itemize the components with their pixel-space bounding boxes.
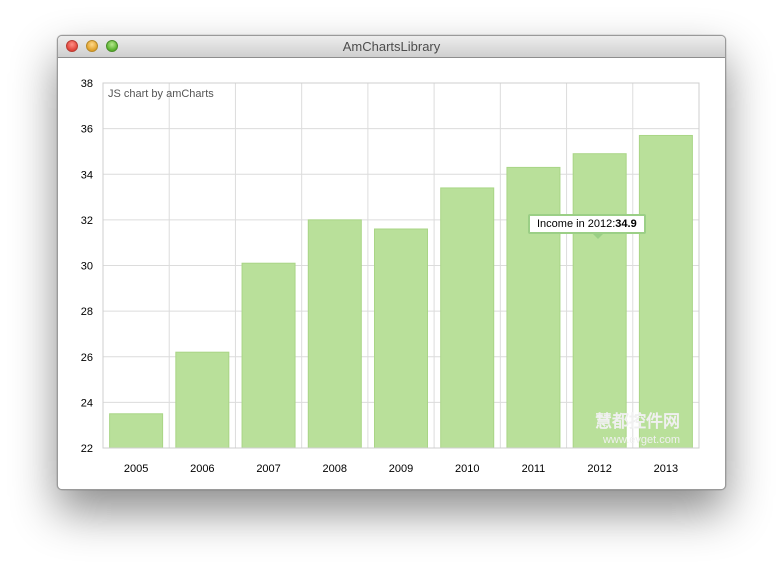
y-tick-label: 28 [81, 306, 93, 318]
x-tick-label: 2006 [190, 463, 214, 475]
plot-frame [102, 82, 700, 449]
chart-credit-link[interactable]: JS chart by amCharts [108, 88, 214, 100]
bar[interactable] [374, 228, 428, 449]
x-tick-label: 2013 [654, 463, 678, 475]
window-title: AmChartsLibrary [342, 39, 441, 54]
bar[interactable] [506, 166, 561, 449]
y-tick-label: 24 [81, 397, 93, 409]
x-tick-label: 2007 [256, 463, 280, 475]
x-tick-label: 2010 [455, 463, 479, 475]
bar[interactable] [307, 219, 362, 449]
watermark: 慧都控件网 www.evget.com [595, 413, 680, 449]
value-tooltip: Income in 2012:34.9 [528, 214, 646, 239]
bar-chart: 22 24 26 28 30 32 34 36 38 2005 2006 2007 2008 2009 20… [81, 78, 700, 475]
bar[interactable] [572, 153, 627, 449]
watermark-brand: 慧都控件网 [595, 412, 680, 431]
close-button[interactable] [66, 40, 78, 52]
bar[interactable] [175, 351, 230, 449]
x-tick-label: 2008 [323, 463, 347, 475]
title-bar: AmChartsLibrary [58, 36, 725, 58]
x-tick-label: 2011 [522, 463, 546, 475]
tooltip-label: Income in 2012: [537, 218, 616, 230]
x-tick-label: 2012 [587, 463, 611, 475]
x-tick-label: 2005 [124, 463, 148, 475]
y-tick-label: 26 [81, 352, 93, 364]
minimize-button[interactable] [86, 40, 98, 52]
y-tick-label: 38 [81, 78, 93, 90]
zoom-button[interactable] [106, 40, 118, 52]
y-tick-label: 30 [81, 261, 93, 273]
chart-area: 22 24 26 28 30 32 34 36 38 2005 2006 2007 2008 2009 20… [58, 58, 725, 489]
bar[interactable] [241, 262, 296, 449]
watermark-url: www.evget.com [602, 434, 680, 446]
bar[interactable] [109, 413, 164, 449]
bar[interactable] [440, 187, 495, 449]
app-window: AmChartsLibrary 22 24 26 28 30 32 34 36 38 2005 20… [57, 35, 726, 490]
tooltip-value: 34.9 [615, 218, 637, 230]
y-tick-label: 36 [81, 124, 93, 136]
y-tick-label: 34 [81, 169, 93, 181]
y-tick-label: 32 [81, 215, 93, 227]
bar[interactable] [638, 134, 693, 449]
y-tick-label: 22 [81, 443, 93, 455]
x-tick-label: 2009 [389, 463, 413, 475]
